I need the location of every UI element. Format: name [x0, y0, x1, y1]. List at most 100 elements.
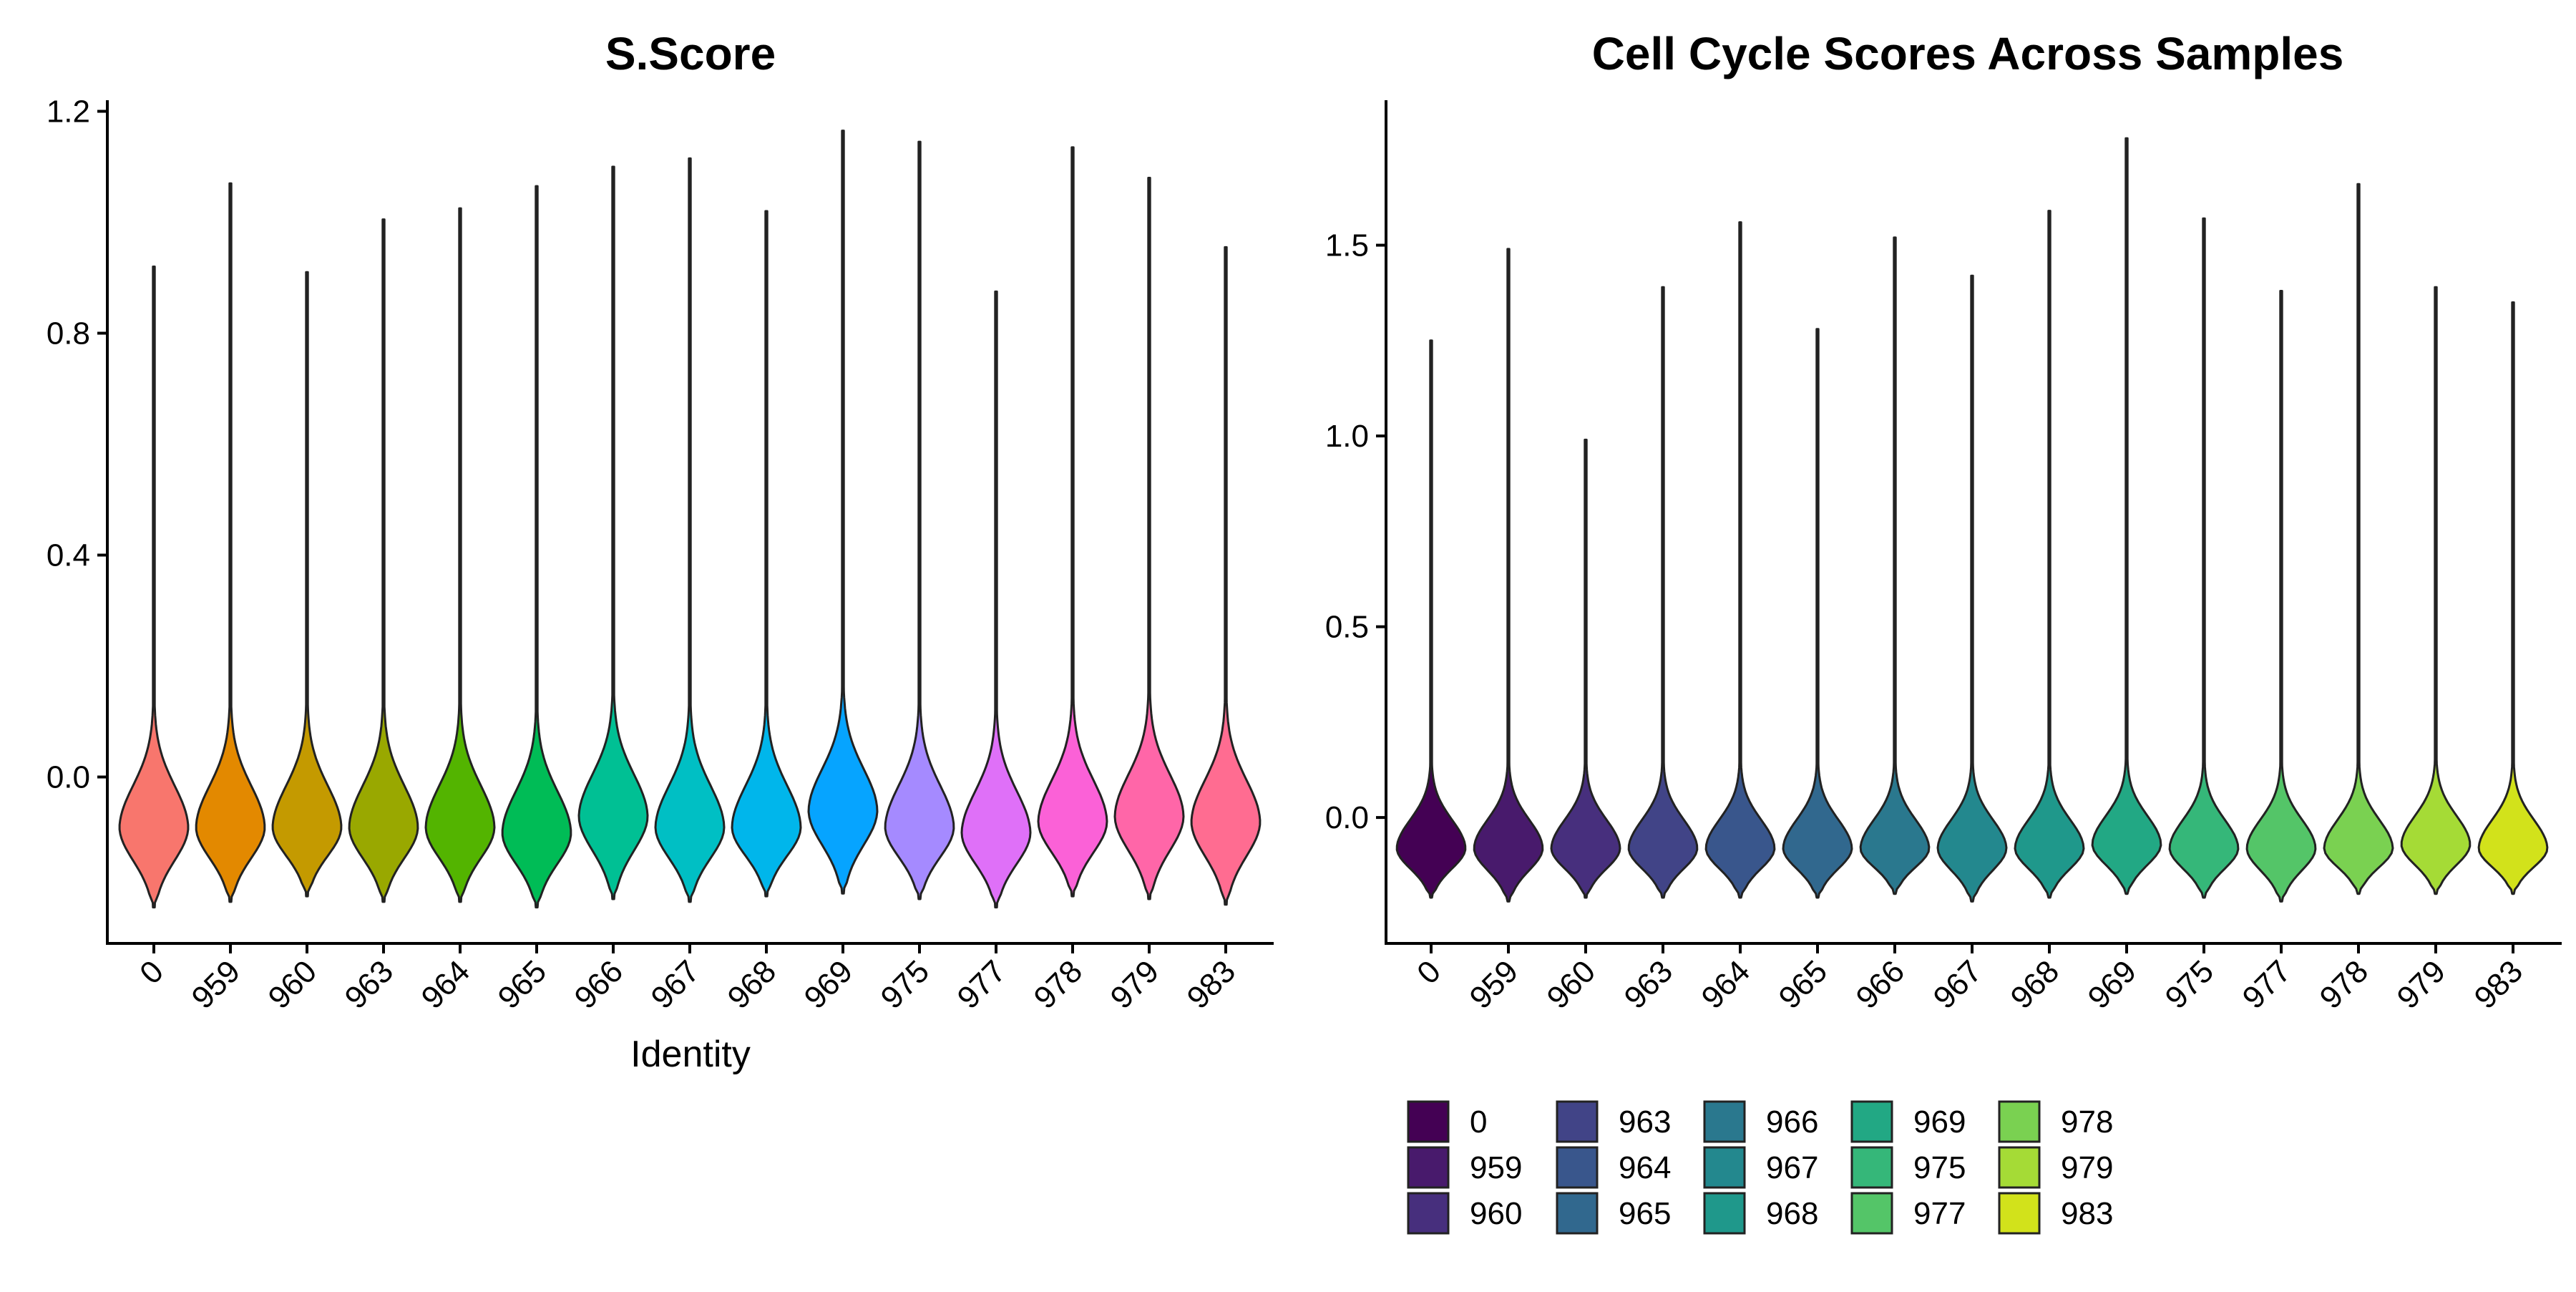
- cell-cycle-x-tick-label: 965: [1772, 953, 1835, 1016]
- s-score-x-tick-label: 978: [1028, 953, 1090, 1016]
- cell-cycle-x-tick-label: 968: [2004, 953, 2067, 1016]
- s-score-x-tick-label: 975: [874, 953, 937, 1016]
- s-score-x-tick-label: 983: [1181, 953, 1243, 1016]
- cell-cycle-y-tick-label: 1.5: [1325, 228, 1369, 263]
- cell-cycle-violin-963: [1627, 286, 1699, 899]
- s-score-x-tick-label: 965: [492, 953, 554, 1016]
- s-score-y-tick-label: 0.8: [47, 316, 90, 351]
- cell-cycle-violin-0: [1395, 339, 1467, 899]
- cell-cycle-violin-983: [2477, 301, 2549, 895]
- s-score-violin-977: [960, 290, 1032, 909]
- cell-cycle-x-tick-label: 966: [1850, 953, 1912, 1016]
- legend-key-968: [1703, 1192, 1746, 1235]
- s-score-violin-960: [271, 271, 343, 898]
- legend-label-975: 975: [1913, 1150, 1966, 1185]
- cell-cycle-violin-966: [1859, 236, 1931, 895]
- s-score-y-tick-label: 0.4: [47, 538, 90, 573]
- legend-label-0: 0: [1470, 1104, 1487, 1140]
- cell-cycle-x-tick-label: 979: [2391, 953, 2453, 1016]
- s-score-x-tick-label: 963: [338, 953, 401, 1016]
- cell-cycle-violin-969: [2091, 137, 2162, 895]
- cell-cycle-x-tick-label: 960: [1541, 953, 1603, 1016]
- s-score-violin-959: [195, 182, 266, 903]
- cell-cycle-x-tick-label: 969: [2082, 953, 2144, 1016]
- s-score-x-tick-label: 967: [645, 953, 707, 1016]
- s-score-title: S.Score: [605, 28, 776, 79]
- cell-cycle-x-tick-label: 967: [1927, 953, 1989, 1016]
- s-score-violin-979: [1113, 177, 1185, 900]
- legend-key-0: [1407, 1100, 1450, 1143]
- legend-label-978: 978: [2061, 1104, 2113, 1140]
- s-score-violin-963: [348, 218, 419, 903]
- legend-key-978: [1998, 1100, 2041, 1143]
- cell-cycle-violin-977: [2245, 290, 2317, 903]
- legend-label-959: 959: [1470, 1150, 1522, 1185]
- cell-cycle-x-tick-label: 983: [2468, 953, 2530, 1016]
- cell-cycle-violin-967: [1936, 274, 2008, 903]
- cell-cycle-violin-975: [2168, 217, 2240, 899]
- s-score-violin-975: [884, 140, 955, 900]
- legend-key-964: [1556, 1146, 1599, 1189]
- legend-label-968: 968: [1766, 1196, 1818, 1231]
- cell-cycle-x-tick-label: 977: [2236, 953, 2298, 1016]
- legend: 0 959 960 963 964 965 966 967 968 969 975 977 978 979…: [1407, 1100, 2113, 1235]
- s-score-violin-968: [731, 210, 802, 898]
- cell-cycle-violin-965: [1782, 328, 1853, 899]
- cell-cycle-panel: Cell Cycle Scores Across Samples 0.0 0.5 1…: [1325, 28, 2562, 1016]
- s-score-violin-964: [424, 207, 496, 903]
- legend-label-967: 967: [1766, 1150, 1818, 1185]
- cell-cycle-violin-959: [1473, 248, 1544, 903]
- legend-label-979: 979: [2061, 1150, 2113, 1185]
- cell-cycle-y-tick-label: 0.5: [1325, 610, 1369, 645]
- s-score-x-tick-label: 0: [133, 953, 170, 991]
- legend-key-983: [1998, 1192, 2041, 1235]
- legend-key-977: [1850, 1192, 1893, 1235]
- legend-label-977: 977: [1913, 1196, 1966, 1231]
- legend-label-969: 969: [1913, 1104, 1966, 1140]
- cell-cycle-y-tick-label: 0.0: [1325, 800, 1369, 835]
- legend-label-983: 983: [2061, 1196, 2113, 1231]
- s-score-x-tick-label: 977: [951, 953, 1013, 1016]
- s-score-x-tick-label: 964: [415, 953, 477, 1016]
- legend-key-967: [1703, 1146, 1746, 1189]
- cell-cycle-violin-978: [2323, 183, 2394, 895]
- s-score-violin-966: [577, 165, 649, 900]
- legend-label-966: 966: [1766, 1104, 1818, 1140]
- cell-cycle-violin-960: [1550, 438, 1621, 899]
- s-score-violin-967: [654, 157, 726, 903]
- s-score-violin-983: [1190, 246, 1262, 906]
- s-score-x-tick-label: 979: [1104, 953, 1166, 1016]
- s-score-x-tick-label: 966: [568, 953, 630, 1016]
- s-score-x-tick-label: 968: [721, 953, 784, 1016]
- legend-key-959: [1407, 1146, 1450, 1189]
- cell-cycle-violin-964: [1704, 221, 1776, 899]
- cell-cycle-x-tick-label: 978: [2313, 953, 2376, 1016]
- cell-cycle-violin-979: [2400, 286, 2472, 895]
- s-score-y-tick-label: 0.0: [47, 760, 90, 795]
- legend-key-975: [1850, 1146, 1893, 1189]
- s-score-x-axis-label: Identity: [630, 1034, 751, 1075]
- legend-label-965: 965: [1619, 1196, 1671, 1231]
- legend-key-969: [1850, 1100, 1893, 1143]
- s-score-violin-965: [501, 185, 572, 909]
- legend-label-960: 960: [1470, 1196, 1522, 1231]
- legend-key-965: [1556, 1192, 1599, 1235]
- legend-key-979: [1998, 1146, 2041, 1189]
- legend-label-963: 963: [1619, 1104, 1671, 1140]
- s-score-panel: S.Score Identity 0.00.40.81.20 959 960 963 9…: [47, 28, 1274, 1075]
- legend-key-966: [1703, 1100, 1746, 1143]
- cell-cycle-title: Cell Cycle Scores Across Samples: [1592, 28, 2344, 79]
- cell-cycle-x-tick-label: 975: [2159, 953, 2221, 1016]
- s-score-x-tick-label: 960: [262, 953, 324, 1016]
- s-score-violin-969: [807, 130, 879, 895]
- legend-key-960: [1407, 1192, 1450, 1235]
- s-score-x-tick-label: 959: [185, 953, 248, 1016]
- cell-cycle-x-tick-label: 963: [1618, 953, 1680, 1016]
- cell-cycle-x-tick-label: 959: [1463, 953, 1526, 1016]
- cell-cycle-y-tick-label: 1.0: [1325, 419, 1369, 454]
- legend-label-964: 964: [1619, 1150, 1671, 1185]
- cell-cycle-violin-968: [2014, 210, 2085, 899]
- cell-cycle-x-tick-label: 0: [1410, 953, 1448, 991]
